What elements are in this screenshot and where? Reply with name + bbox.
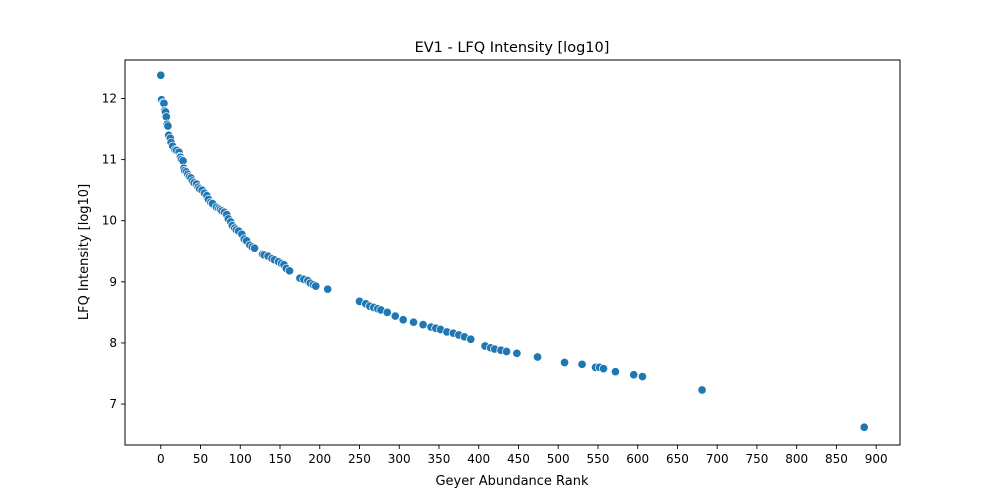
data-point bbox=[156, 70, 166, 80]
x-tick-label: 750 bbox=[745, 452, 768, 466]
y-tick-label: 7 bbox=[109, 397, 117, 411]
data-point bbox=[512, 348, 522, 358]
data-point bbox=[311, 281, 321, 291]
x-tick-label: 600 bbox=[626, 452, 649, 466]
data-point bbox=[610, 367, 620, 377]
x-tick-label: 350 bbox=[428, 452, 451, 466]
data-points bbox=[156, 70, 869, 432]
y-axis-label: LFQ Intensity [log10] bbox=[77, 184, 92, 320]
chart-title: EV1 - LFQ Intensity [log10] bbox=[415, 40, 610, 56]
x-axis-ticks: 0 50 100 150 200 250 300 350 400 450 500 550 600 650 7… bbox=[157, 445, 888, 466]
x-tick-label: 450 bbox=[507, 452, 530, 466]
plot-area-frame bbox=[124, 59, 901, 446]
data-point bbox=[323, 284, 333, 294]
x-tick-label: 850 bbox=[825, 452, 848, 466]
x-tick-label: 50 bbox=[193, 452, 208, 466]
data-point bbox=[598, 364, 609, 374]
data-point bbox=[418, 320, 428, 330]
data-point bbox=[637, 372, 648, 382]
x-axis-label: Geyer Abundance Rank bbox=[435, 474, 589, 489]
x-tick-label: 900 bbox=[865, 452, 888, 466]
y-axis-ticks: 7 8 9 10 11 12 bbox=[102, 92, 125, 411]
y-tick-label: 10 bbox=[102, 214, 117, 228]
data-point bbox=[382, 307, 392, 317]
x-tick-label: 250 bbox=[348, 452, 371, 466]
y-tick-label: 8 bbox=[109, 336, 117, 350]
y-tick-label: 9 bbox=[109, 275, 117, 289]
x-tick-label: 500 bbox=[547, 452, 570, 466]
x-tick-label: 100 bbox=[229, 452, 252, 466]
data-point bbox=[250, 243, 260, 253]
x-tick-label: 650 bbox=[666, 452, 689, 466]
x-tick-label: 800 bbox=[785, 452, 808, 466]
data-point bbox=[466, 334, 476, 344]
data-point bbox=[408, 317, 419, 327]
data-point bbox=[501, 346, 512, 357]
data-point bbox=[560, 357, 570, 368]
y-tick-label: 12 bbox=[102, 92, 117, 106]
data-point bbox=[532, 352, 543, 362]
x-tick-label: 0 bbox=[157, 452, 165, 466]
data-point bbox=[859, 422, 869, 432]
data-point bbox=[629, 370, 639, 380]
x-tick-label: 150 bbox=[269, 452, 292, 466]
data-point bbox=[284, 266, 295, 276]
data-point bbox=[390, 311, 400, 321]
x-tick-label: 200 bbox=[308, 452, 331, 466]
x-tick-label: 700 bbox=[706, 452, 729, 466]
data-point bbox=[697, 385, 707, 395]
data-point bbox=[398, 315, 408, 325]
x-tick-label: 300 bbox=[388, 452, 411, 466]
data-point bbox=[577, 359, 587, 369]
x-tick-label: 400 bbox=[467, 452, 490, 466]
y-tick-label: 11 bbox=[102, 153, 117, 167]
x-tick-label: 550 bbox=[586, 452, 609, 466]
data-point bbox=[163, 121, 173, 131]
